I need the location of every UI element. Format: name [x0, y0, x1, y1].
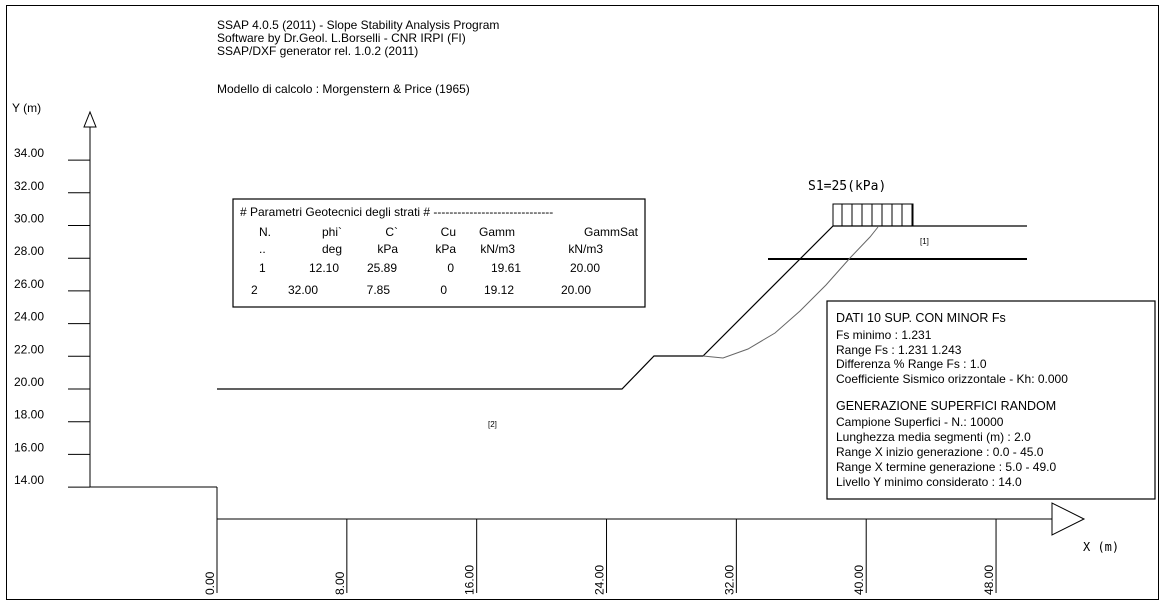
- unit-n: ..: [259, 242, 266, 256]
- row-1-gamm: 19.61: [491, 261, 521, 275]
- x-tick-label: 16.00: [463, 565, 477, 595]
- surface-sample: Campione Superfici - N.: 10000: [836, 415, 1004, 429]
- y-tick-label: 14.00: [14, 473, 44, 487]
- surcharge-load: S1=25(kPa): [808, 179, 914, 227]
- y-tick-label: 16.00: [14, 440, 44, 454]
- row-2-cu: 0: [440, 283, 447, 297]
- y-axis-label: Y (m): [12, 101, 41, 115]
- y-ticks: 34.00 32.00 30.00 28.00 26.00 24.00 22.00 20.00…: [14, 146, 90, 488]
- fs-range-diff: Differenza % Range Fs : 1.0: [836, 357, 987, 371]
- x-tick-label: 48.00: [982, 565, 996, 595]
- fs-min: Fs minimo : 1.231: [836, 328, 932, 342]
- y-tick-label: 22.00: [14, 342, 44, 356]
- row-2-c: 7.85: [367, 283, 391, 297]
- x-tick-label: 0.00: [203, 571, 217, 595]
- table-title: # Parametri Geotecnici degli strati # --…: [240, 205, 553, 219]
- row-2-n: 2: [251, 283, 258, 297]
- x-start-range: Range X inizio generazione : 0.0 - 45.0: [836, 445, 1044, 459]
- generation-title: GENERAZIONE SUPERFICI RANDOM: [836, 399, 1056, 413]
- y-tick-label: 28.00: [14, 244, 44, 258]
- stratum-2-label: [2]: [488, 420, 497, 429]
- critical-slip-surface: [702, 226, 879, 359]
- header-gamm: Gamm: [479, 225, 515, 239]
- header-line-1: SSAP 4.0.5 (2011) - Slope Stability Anal…: [217, 18, 499, 32]
- row-1-n: 1: [259, 261, 266, 275]
- y-tick-label: 24.00: [14, 310, 44, 324]
- x-end-range: Range X termine generazione : 5.0 - 49.0: [836, 460, 1056, 474]
- header-line-3: SSAP/DXF generator rel. 1.0.2 (2011): [217, 44, 418, 58]
- header-n: N.: [259, 225, 271, 239]
- header-c: C`: [385, 225, 398, 239]
- x-tick-label: 32.00: [722, 565, 736, 595]
- row-1-c: 25.89: [367, 261, 397, 275]
- x-axis: X (m) 0.00 8.00 16.00 24.00 32.00 40.00 48.00: [90, 486, 1119, 595]
- unit-cu: kPa: [435, 242, 456, 256]
- x-tick-label: 24.00: [593, 565, 607, 595]
- segment-length: Lunghezza media segmenti (m) : 2.0: [836, 430, 1031, 444]
- y-tick-label: 32.00: [14, 179, 44, 193]
- fs-range: Range Fs : 1.231 1.243: [836, 343, 962, 357]
- header-cu: Cu: [441, 225, 456, 239]
- row-2-phi: 32.00: [288, 283, 318, 297]
- row-1-cu: 0: [447, 261, 454, 275]
- calculation-model: Modello di calcolo : Morgenstern & Price…: [217, 82, 470, 96]
- y-tick-label: 34.00: [14, 146, 44, 160]
- stratum-1-label: [1]: [920, 237, 929, 246]
- x-ticks: 0.00 8.00 16.00 24.00 32.00 40.00 48.00: [203, 519, 997, 595]
- y-tick-label: 30.00: [14, 212, 44, 226]
- y-axis-arrow-icon: [83, 110, 97, 128]
- header-line-2: Software by Dr.Geol. L.Borselli - CNR IR…: [217, 31, 466, 45]
- page-border: [6, 5, 1159, 600]
- row-1-gammsat: 20.00: [570, 261, 600, 275]
- load-label: S1=25(kPa): [808, 179, 886, 194]
- unit-gammsat: kN/m3: [568, 242, 603, 256]
- results-title: DATI 10 SUP. CON MINOR Fs: [836, 311, 1006, 325]
- y-tick-label: 20.00: [14, 375, 44, 389]
- header-phi: phi`: [322, 225, 342, 239]
- seismic-coefficient: Coefficiente Sismico orizzontale - Kh: 0…: [836, 372, 1068, 386]
- row-1-phi: 12.10: [309, 261, 339, 275]
- y-axis: Y (m) 34.00 32.00 30.00 28.00 26.00 24.00 22.0…: [12, 101, 97, 488]
- x-axis-label: X (m): [1083, 540, 1119, 554]
- program-header: SSAP 4.0.5 (2011) - Slope Stability Anal…: [217, 18, 499, 96]
- unit-phi: deg: [322, 242, 342, 256]
- x-axis-arrow-icon: [1051, 502, 1086, 536]
- header-gammsat: GammSat: [584, 225, 639, 239]
- y-tick-label: 18.00: [14, 408, 44, 422]
- unit-gamm: kN/m3: [480, 242, 515, 256]
- x-tick-label: 40.00: [852, 565, 866, 595]
- y-tick-label: 26.00: [14, 277, 44, 291]
- unit-c: kPa: [377, 242, 398, 256]
- geotechnical-parameters-table: # Parametri Geotecnici degli strati # --…: [232, 198, 646, 308]
- results-box: DATI 10 SUP. CON MINOR Fs Fs minimo : 1.…: [826, 300, 1156, 500]
- min-y-level: Livello Y minimo considerato : 14.0: [836, 475, 1022, 489]
- row-2-gammsat: 20.00: [561, 283, 591, 297]
- x-tick-label: 8.00: [333, 571, 347, 595]
- row-2-gamm: 19.12: [484, 283, 514, 297]
